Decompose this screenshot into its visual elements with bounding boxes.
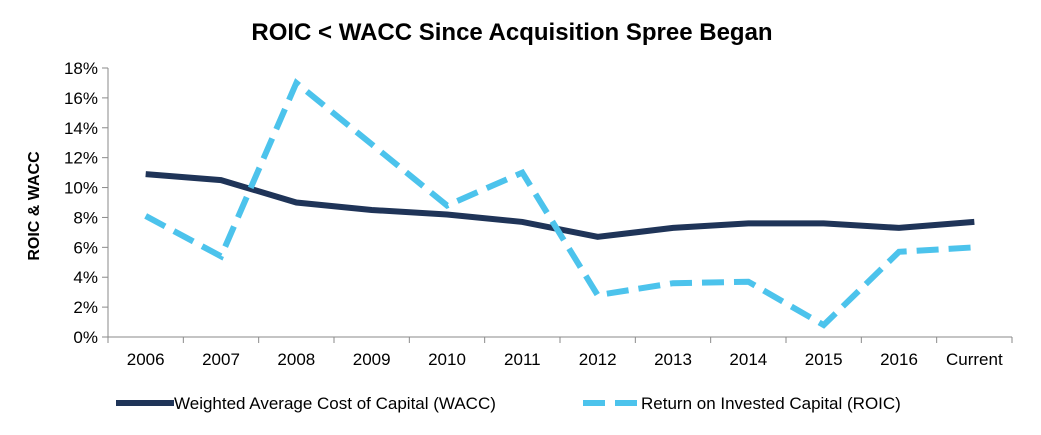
x-tick-label: 2006 [127, 350, 165, 369]
x-tick-label: 2009 [353, 350, 391, 369]
y-tick-label: 12% [64, 149, 98, 168]
y-tick-label: 2% [73, 298, 98, 317]
x-axis: 2006 2007 2008 2009 2010 2011 2012 2013 2014 2015… [107, 336, 1013, 369]
y-tick-label: 8% [73, 208, 98, 227]
legend: Weighted Average Cost of Capital (WACC) R… [116, 394, 901, 413]
legend-wacc-label: Weighted Average Cost of Capital (WACC) [174, 394, 496, 413]
x-tick-label: 2011 [504, 350, 541, 369]
x-tick-label: Current [946, 350, 1003, 369]
y-tick-label: 16% [64, 89, 98, 108]
series-group [144, 78, 975, 329]
chart-title: ROIC < WACC Since Acquisition Spree Bega… [251, 19, 772, 46]
y-tick-label: 14% [64, 119, 98, 138]
y-tick-label: 4% [73, 268, 98, 287]
x-tick-label: 2010 [428, 350, 466, 369]
wacc-series-line [145, 171, 975, 240]
y-tick-label: 18% [64, 59, 98, 78]
x-tick-label: 2007 [202, 350, 240, 369]
x-tick-label: 2008 [277, 350, 315, 369]
x-tick-label: 2014 [729, 350, 767, 369]
x-tick-label: 2015 [805, 350, 843, 369]
x-tick-label: 2013 [654, 350, 692, 369]
x-tick-label: 2016 [880, 350, 918, 369]
x-tick-label: 2012 [579, 350, 617, 369]
y-axis-label: ROIC & WACC [26, 151, 43, 261]
roic-series-line [144, 78, 975, 329]
y-axis: 0% 2% 4% 6% 8% 10% 12% 14% 16% 18% [64, 59, 109, 347]
y-tick-label: 6% [73, 238, 98, 257]
y-tick-label: 10% [64, 179, 98, 198]
y-tick-label: 0% [73, 328, 98, 347]
legend-roic-label: Return on Invested Capital (ROIC) [641, 394, 901, 413]
